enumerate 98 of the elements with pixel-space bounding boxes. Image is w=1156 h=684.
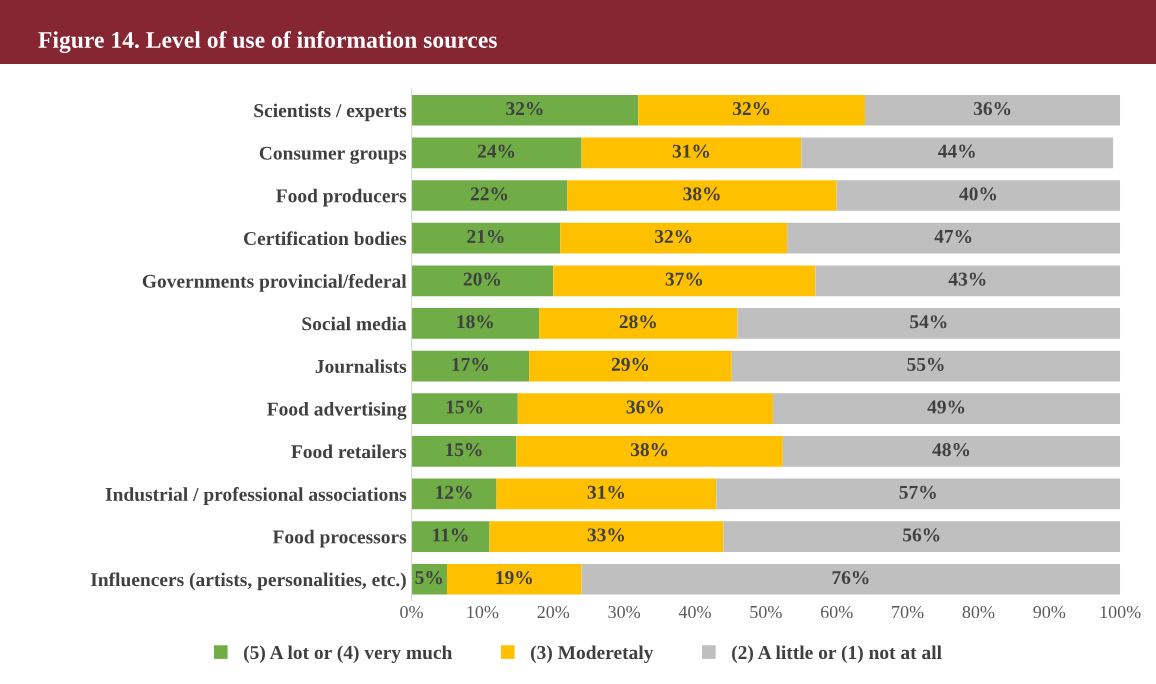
bar (411, 393, 518, 425)
bar (411, 137, 582, 169)
bar (723, 521, 1121, 552)
y-tick-label: Industrial / professional associations (105, 487, 407, 505)
data-label: 20% (463, 272, 501, 286)
legend-label: (5) A lot or (4) very much (244, 645, 453, 664)
data-label: 32% (506, 101, 543, 116)
data-label: 33% (587, 528, 625, 542)
y-tick-label: Journalists (315, 359, 407, 374)
data-label: 28% (619, 315, 656, 329)
y-tick-label: Food producers (276, 188, 407, 207)
x-tick-label: 10% (467, 605, 499, 619)
y-tick-label: Certification bodies (243, 231, 407, 246)
data-label: 22% (470, 187, 508, 201)
bar (446, 563, 582, 595)
bar (411, 478, 497, 510)
data-label: 15% (446, 400, 483, 414)
data-label: 43% (948, 272, 986, 286)
bar (516, 435, 783, 467)
data-label: 55% (907, 357, 944, 371)
data-label: 44% (938, 144, 975, 158)
bar (581, 563, 1121, 595)
x-tick-label: 0% (400, 605, 423, 619)
data-label: 32% (732, 101, 770, 116)
y-tick-label: Food retailers (291, 444, 407, 459)
bar (411, 222, 561, 254)
bar (836, 180, 1121, 211)
data-label: 18% (457, 315, 493, 329)
y-tick-label: Scientists / experts (254, 103, 407, 122)
bar (496, 478, 717, 510)
bar (567, 180, 837, 211)
bar (581, 137, 802, 169)
bar (411, 308, 540, 339)
x-tick-label: 90% (1033, 605, 1066, 619)
data-label: 17% (452, 357, 488, 371)
data-label: 38% (630, 443, 668, 457)
bar (731, 350, 1121, 382)
bar (411, 521, 490, 552)
x-tick-label: 60% (820, 605, 853, 619)
bar (411, 180, 568, 211)
data-label: 49% (927, 400, 965, 414)
bar (560, 222, 788, 254)
x-tick-label: 80% (962, 605, 995, 619)
y-tick-label: Governments provincial/federal (142, 273, 407, 292)
legend-label: (3) Moderetaly (530, 645, 654, 664)
data-label: 48% (932, 443, 970, 457)
x-tick-label: 70% (892, 605, 924, 619)
legend-label: (2) A little or (1) not at all (732, 645, 942, 664)
bar (737, 308, 1121, 339)
data-label: 36% (973, 101, 1011, 116)
data-label: 76% (832, 570, 869, 585)
bar (801, 137, 1114, 169)
data-label: 54% (910, 315, 947, 329)
data-label: 57% (899, 485, 936, 499)
bar (865, 94, 1121, 126)
y-tick-label: Food processors (272, 529, 407, 548)
x-tick-label: 30% (608, 605, 641, 619)
bar (787, 222, 1121, 254)
data-label: 31% (587, 485, 625, 499)
bar (489, 521, 724, 552)
y-tick-label: Influencers (artists, personalities, etc.) (90, 572, 406, 591)
x-tick-label: 50% (750, 605, 782, 619)
bar (411, 94, 639, 126)
data-label: 32% (655, 229, 692, 244)
data-label: 47% (934, 229, 972, 244)
chart-title: Figure 14. Level of use of information sources (38, 31, 497, 53)
y-tick-label: Social media (302, 316, 407, 331)
bar (411, 265, 554, 297)
x-tick-label: 20% (537, 605, 570, 619)
bar (411, 350, 530, 382)
data-label: 21% (467, 229, 504, 244)
x-tick-label: 100% (1100, 605, 1141, 619)
data-label: 12% (436, 485, 472, 499)
data-label: 38% (683, 187, 720, 201)
bar (553, 265, 816, 297)
data-label: 31% (672, 144, 710, 158)
bar (638, 94, 866, 126)
bar (772, 393, 1121, 425)
bar (517, 393, 773, 425)
bar (782, 435, 1121, 467)
y-tick-label: Consumer groups (259, 146, 407, 164)
data-label: 15% (446, 443, 482, 457)
data-label: 5% (415, 570, 443, 585)
data-label: 37% (665, 272, 702, 286)
data-label: 56% (903, 528, 940, 542)
x-tick-label: 40% (678, 605, 711, 619)
data-label: 40% (959, 187, 997, 201)
bar (539, 308, 738, 339)
data-label: 36% (626, 400, 663, 414)
data-label: 11% (433, 528, 468, 542)
data-label: 19% (496, 570, 532, 585)
bar (815, 265, 1121, 297)
bar (529, 350, 732, 382)
data-label: 29% (611, 357, 649, 371)
data-label: 24% (477, 144, 515, 158)
bar (716, 478, 1121, 510)
y-tick-label: Food advertising (267, 401, 407, 420)
bar (411, 435, 517, 467)
